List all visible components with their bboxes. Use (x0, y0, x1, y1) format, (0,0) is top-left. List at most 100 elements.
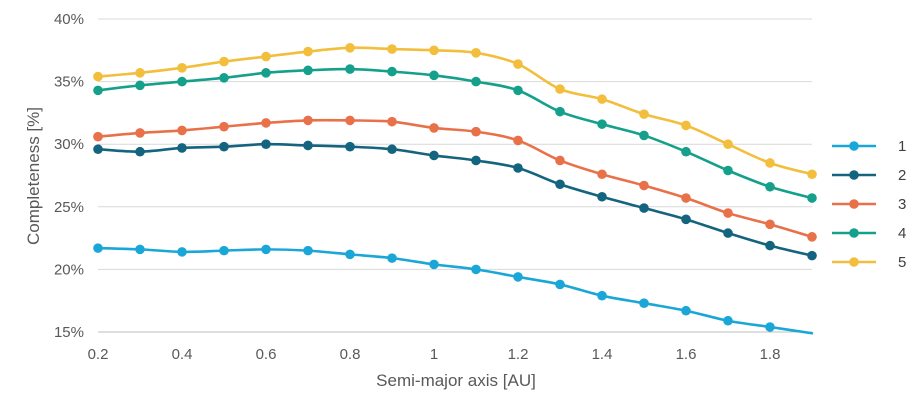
data-point (177, 76, 187, 87)
legend-item: 5 (832, 254, 906, 271)
data-point (135, 146, 145, 157)
data-point (807, 250, 817, 261)
data-point (261, 68, 271, 78)
data-point (177, 143, 187, 153)
y-tick-label: 30% (54, 136, 84, 153)
data-point (597, 94, 607, 104)
data-point (639, 298, 649, 309)
data-point (681, 120, 691, 131)
data-point (513, 272, 523, 282)
data-point (555, 84, 565, 94)
data-point (429, 150, 439, 161)
data-point (429, 70, 439, 81)
data-point (345, 141, 355, 152)
series-group (93, 42, 817, 335)
series-3 (93, 115, 817, 242)
data-point (345, 42, 355, 53)
legend-label: 2 (898, 167, 906, 184)
legend-swatch-marker (849, 257, 859, 267)
data-point (681, 214, 691, 225)
data-point (303, 115, 313, 126)
data-point (303, 245, 313, 256)
data-point (219, 73, 229, 83)
legend-item: 1 (832, 138, 906, 155)
series-4 (93, 64, 817, 203)
legend-swatch-marker (849, 228, 859, 238)
x-tick-label: 0.4 (172, 346, 193, 363)
data-point (639, 180, 649, 191)
x-tick-label: 0.6 (256, 346, 277, 363)
data-point (219, 121, 229, 132)
data-point (765, 240, 775, 251)
x-tick-label: 1.8 (760, 346, 781, 363)
data-point (597, 169, 607, 180)
data-point (219, 245, 229, 256)
data-point (723, 315, 733, 326)
data-point (639, 109, 649, 119)
data-point (387, 116, 397, 127)
x-tick-label: 1.2 (508, 346, 529, 363)
data-point (807, 193, 817, 203)
data-point (765, 158, 775, 168)
legend-swatch-marker (849, 170, 859, 180)
data-point (471, 48, 481, 58)
legend-item: 3 (832, 196, 906, 213)
data-point (387, 144, 397, 155)
series-2 (93, 139, 817, 261)
legend-label: 3 (898, 196, 906, 213)
data-point (723, 228, 733, 238)
data-point (303, 140, 313, 151)
data-point (135, 128, 145, 138)
data-point (681, 146, 691, 157)
legend-label: 1 (898, 138, 906, 155)
data-point (471, 76, 481, 87)
legend-label: 4 (898, 225, 906, 242)
legend-item: 2 (832, 167, 906, 184)
data-point (93, 85, 103, 96)
data-point (177, 125, 187, 136)
series-line (96, 246, 814, 335)
y-tick-label: 35% (54, 74, 84, 91)
data-point (345, 249, 355, 260)
data-point (93, 243, 103, 253)
x-tick-label: 1 (430, 346, 438, 363)
data-point (597, 191, 607, 202)
data-point (765, 219, 775, 230)
data-point (261, 118, 271, 128)
data-point (807, 169, 817, 180)
series-5 (93, 42, 817, 180)
data-point (429, 45, 439, 56)
data-point (429, 259, 439, 270)
data-point (723, 208, 733, 218)
data-point (93, 131, 103, 142)
y-tick-label: 40% (54, 11, 84, 28)
data-point (471, 126, 481, 137)
x-axis-title: Semi-major axis [AU] (376, 371, 536, 390)
gridlines (98, 18, 812, 333)
data-point (261, 51, 271, 62)
data-point (261, 139, 271, 149)
legend-item: 4 (832, 225, 906, 242)
data-point (555, 179, 565, 190)
y-tick-label: 20% (54, 261, 84, 278)
y-axis-title: Completeness [%] (24, 107, 43, 245)
legend-swatch-marker (849, 199, 859, 209)
data-point (765, 322, 775, 332)
x-tick-label: 0.8 (340, 346, 361, 363)
data-point (387, 44, 397, 54)
data-point (93, 144, 103, 155)
data-point (135, 244, 145, 255)
data-point (513, 135, 523, 146)
data-point (513, 163, 523, 173)
y-tick-label: 25% (54, 199, 84, 216)
data-point (681, 193, 691, 203)
y-tick-label: 15% (54, 324, 84, 341)
data-point (555, 106, 565, 117)
data-point (219, 56, 229, 67)
data-point (597, 290, 607, 301)
data-point (513, 85, 523, 96)
data-point (765, 181, 775, 192)
axes: 15% 20% 25% 30% 35% 40% 0.2 0.4 0.6 0.8 1 1.2 1.4 1.6… (54, 11, 780, 363)
